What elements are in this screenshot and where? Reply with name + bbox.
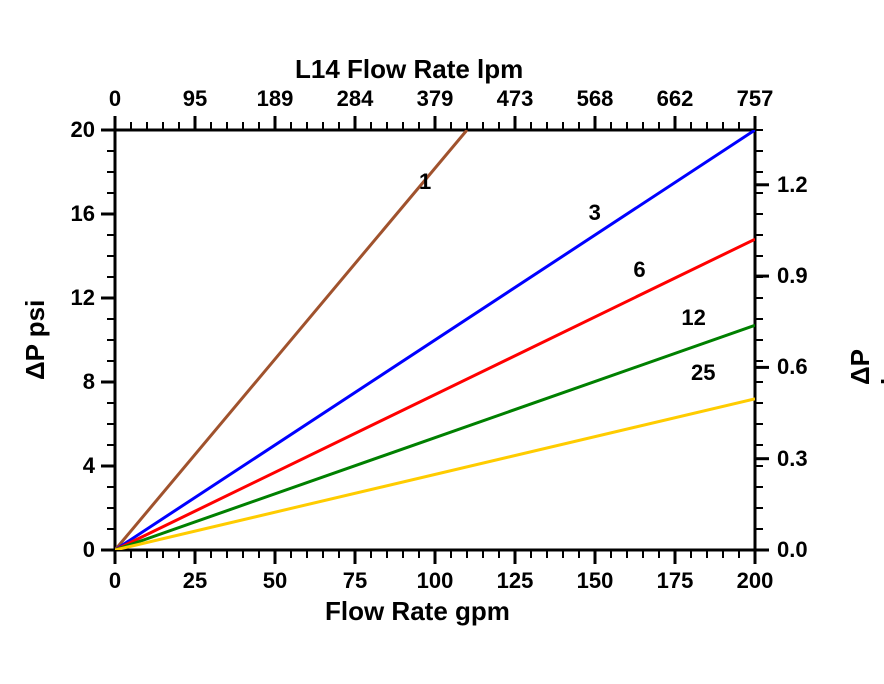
- x-bottom-tick-label: 200: [725, 568, 785, 594]
- x-top-tick-label: 189: [240, 86, 310, 112]
- y-left-tick-label: 20: [55, 117, 95, 143]
- y-right-tick-label: 0.6: [777, 354, 827, 380]
- series-label: 3: [589, 200, 601, 226]
- y-left-title: ΔP psi: [20, 300, 51, 380]
- y-right-tick-label: 0.9: [777, 263, 827, 289]
- x-bottom-tick-label: 0: [85, 568, 145, 594]
- series-line: [115, 399, 755, 550]
- y-right-title: ΔP bar: [845, 345, 884, 385]
- x-top-tick-label: 379: [400, 86, 470, 112]
- x-bottom-tick-label: 25: [165, 568, 225, 594]
- x-top-tick-label: 95: [160, 86, 230, 112]
- series-label: 25: [691, 360, 715, 386]
- x-bottom-tick-label: 125: [485, 568, 545, 594]
- y-left-tick-label: 4: [55, 453, 95, 479]
- x-top-tick-label: 0: [80, 86, 150, 112]
- y-right-tick-label: 0.0: [777, 537, 827, 563]
- x-bottom-title: Flow Rate gpm: [325, 596, 510, 627]
- y-right-tick-label: 1.2: [777, 172, 827, 198]
- x-top-tick-label: 568: [560, 86, 630, 112]
- y-left-tick-label: 8: [55, 369, 95, 395]
- y-left-tick-label: 12: [55, 285, 95, 311]
- y-left-tick-label: 0: [55, 537, 95, 563]
- series-line: [115, 130, 755, 550]
- x-top-title: L14 Flow Rate lpm: [295, 54, 523, 85]
- y-left-tick-label: 16: [55, 201, 95, 227]
- series-label: 6: [633, 257, 645, 283]
- x-bottom-tick-label: 175: [645, 568, 705, 594]
- y-right-tick-label: 0.3: [777, 446, 827, 472]
- x-top-tick-label: 284: [320, 86, 390, 112]
- x-top-tick-label: 473: [480, 86, 550, 112]
- x-bottom-tick-label: 150: [565, 568, 625, 594]
- series-label: 1: [419, 169, 431, 195]
- x-bottom-tick-label: 100: [405, 568, 465, 594]
- series-line: [115, 239, 755, 550]
- x-bottom-tick-label: 50: [245, 568, 305, 594]
- x-bottom-tick-label: 75: [325, 568, 385, 594]
- x-top-tick-label: 662: [640, 86, 710, 112]
- x-top-tick-label: 757: [720, 86, 790, 112]
- series-label: 12: [681, 305, 705, 331]
